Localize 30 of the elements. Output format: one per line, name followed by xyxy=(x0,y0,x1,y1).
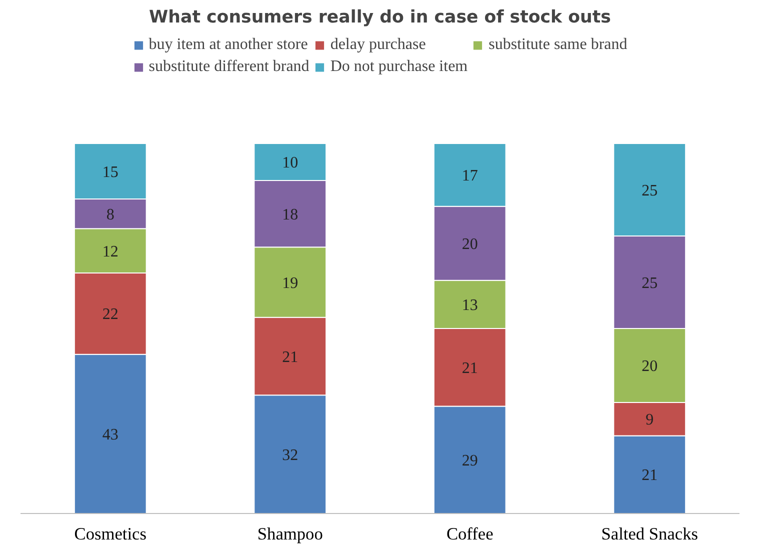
data-label: 22 xyxy=(102,306,118,324)
chart-title: What consumers really do in case of stock outs xyxy=(149,8,611,28)
x-tick-label: Coffee xyxy=(446,524,494,544)
data-label: 8 xyxy=(106,206,114,224)
data-label: 20 xyxy=(462,236,478,253)
data-label: 21 xyxy=(282,348,298,366)
data-label: 25 xyxy=(642,182,658,200)
data-label: 21 xyxy=(462,360,478,377)
legend-label: substitute same brand xyxy=(488,36,628,54)
data-label: 43 xyxy=(102,426,118,444)
data-label: 12 xyxy=(102,243,118,260)
x-tick-label: Salted Snacks xyxy=(601,524,698,544)
data-label: 19 xyxy=(282,274,298,292)
data-label: 17 xyxy=(462,167,478,184)
data-label: 21 xyxy=(642,467,658,484)
legend-label: Do not purchase item xyxy=(330,58,468,76)
data-label: 18 xyxy=(282,206,298,224)
legend-label: buy item at another store xyxy=(148,36,308,54)
data-label: 10 xyxy=(282,154,298,172)
data-label: 20 xyxy=(642,358,658,375)
x-tick-label: Shampoo xyxy=(257,524,323,544)
data-label: 32 xyxy=(282,446,298,464)
data-label: 13 xyxy=(462,296,478,314)
legend-label: substitute different brand xyxy=(148,58,310,76)
x-tick-label: Cosmetics xyxy=(74,524,147,544)
data-label: 29 xyxy=(462,452,478,470)
data-label: 15 xyxy=(102,164,118,181)
data-label: 25 xyxy=(642,274,658,292)
data-label: 9 xyxy=(646,412,654,429)
legend-label: delay purchase xyxy=(330,36,426,54)
